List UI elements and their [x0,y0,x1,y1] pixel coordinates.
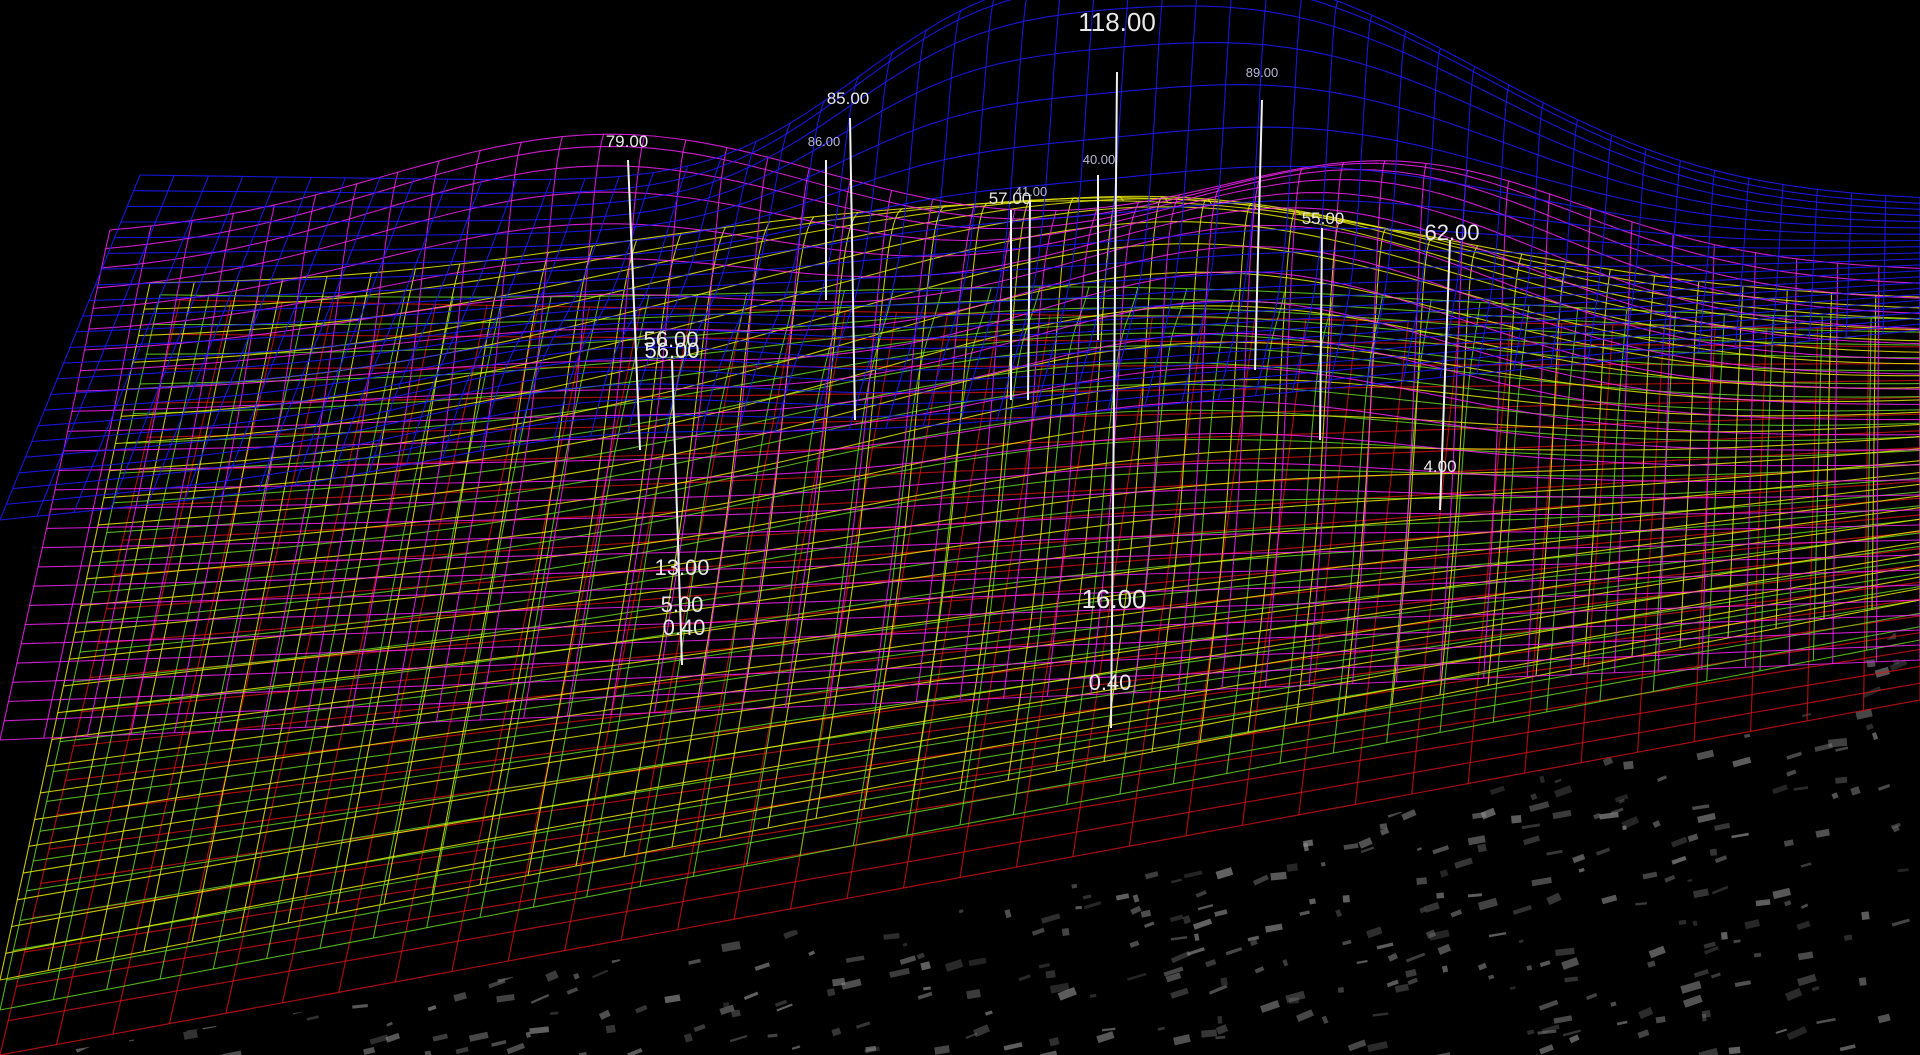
peak-label: 79.00 [606,132,649,151]
stem-89 [1254,99,1263,371]
peak-label: 56.00 [643,327,698,352]
stem-56 [671,359,683,666]
surface-yellow [0,195,1920,981]
peak-label: 5.00 [661,592,704,617]
peak-label: 4.00 [1423,457,1456,476]
stem-62 [1439,239,1451,511]
peak-label: 55.00 [1302,209,1345,228]
surface-blue [0,0,1920,521]
peak-label: 62.00 [1424,220,1479,245]
peak-label: 56.00 [644,338,699,363]
peak-label: 86.00 [808,134,841,149]
peak-label: 13.00 [654,555,709,580]
peak-label: 57.00 [989,189,1032,208]
stem-41 [1027,199,1031,401]
peak-label: 16.00 [1081,584,1146,614]
value-stems [627,71,1451,729]
peak-label: 41.00 [1015,184,1048,199]
peak-labels: 118.00 85.00 79.00 89.00 86.00 57.00 40.… [606,7,1480,695]
peak-label: 0.40 [1089,670,1132,695]
stem-79 [627,159,641,451]
stem-118 [1110,71,1118,729]
stem-55 [1319,227,1323,441]
peak-label: 0.40 [663,615,706,640]
peak-label: 40.00 [1083,152,1116,167]
stem-85 [849,117,856,421]
peak-label: 89.00 [1246,65,1279,80]
peak-label: 85.00 [827,89,870,108]
peak-label: 118.00 [1078,7,1156,37]
